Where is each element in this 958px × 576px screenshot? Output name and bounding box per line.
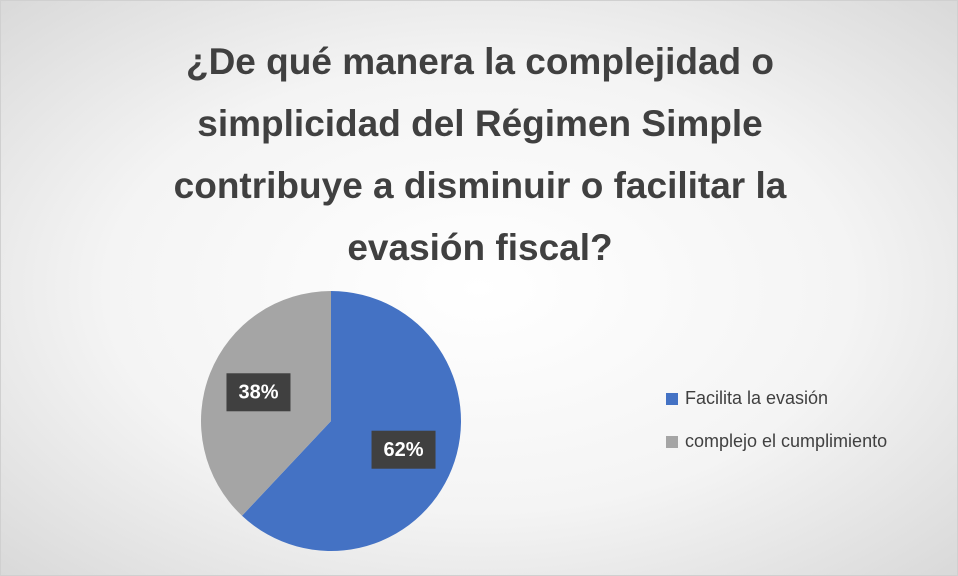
legend-label: Facilita la evasión	[685, 388, 828, 408]
legend-swatch	[666, 393, 678, 405]
data-label-box	[226, 373, 291, 412]
legend-swatch	[666, 436, 678, 448]
data-label-box	[371, 430, 436, 469]
data-label: 38%	[238, 382, 278, 404]
chart-title: ¿De qué manera la complejidad o simplici…	[173, 41, 787, 268]
pie-slice	[242, 291, 461, 551]
data-label: 62%	[384, 439, 424, 461]
legend-label: complejo el cumplimiento	[685, 431, 887, 451]
